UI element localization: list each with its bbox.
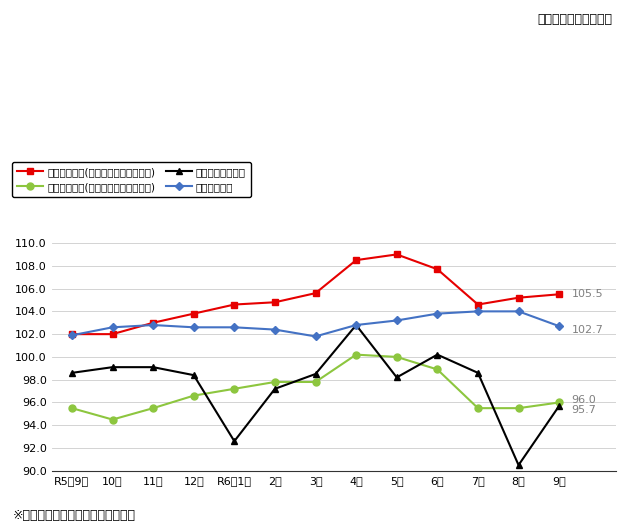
総実労働時間指数 [352, 322, 360, 328]
Text: 95.7: 95.7 [571, 405, 596, 415]
総実労働時間指数 [515, 462, 522, 469]
総実労働時間指数 [271, 386, 279, 392]
実質賣金指数(きまって支給する給与) [555, 399, 563, 406]
実質賣金指数(きまって支給する給与) [312, 379, 319, 385]
名目賣金指数(きまって支給する給与) [474, 301, 481, 308]
Text: ※事業所規模５人以上：調査産業計: ※事業所規模５人以上：調査産業計 [13, 509, 136, 522]
常用雇用指数 [393, 317, 401, 324]
総実労働時間指数 [150, 364, 157, 370]
常用雇用指数 [312, 333, 319, 339]
名目賣金指数(きまって支給する給与) [150, 319, 157, 326]
総実労働時間指数 [190, 372, 198, 378]
名目賣金指数(きまって支給する給与) [271, 299, 279, 306]
実質賣金指数(きまって支給する給与) [393, 354, 401, 360]
実質賣金指数(きまって支給する給与) [109, 416, 116, 423]
Line: 名目賣金指数(きまって支給する給与): 名目賣金指数(きまって支給する給与) [68, 251, 563, 338]
名目賣金指数(きまって支給する給与) [515, 295, 522, 301]
実質賣金指数(きまって支給する給与) [190, 393, 198, 399]
Legend: 名目賣金指数(きまって支給する給与), 実質賣金指数(きまって支給する給与), 総実労働時間指数, 常用雇用指数: 名目賣金指数(きまって支給する給与), 実質賣金指数(きまって支給する給与), … [11, 162, 251, 197]
常用雇用指数 [68, 332, 76, 338]
常用雇用指数 [515, 308, 522, 315]
Text: 105.5: 105.5 [571, 289, 603, 299]
常用雇用指数 [271, 326, 279, 333]
実質賣金指数(きまって支給する給与) [433, 366, 441, 373]
総実労働時間指数 [68, 370, 76, 376]
名目賣金指数(きまって支給する給与) [230, 301, 238, 308]
名目賣金指数(きまって支給する給与) [68, 331, 76, 337]
名目賣金指数(きまって支給する給与) [433, 266, 441, 272]
常用雇用指数 [555, 323, 563, 329]
名目賣金指数(きまって支給する給与) [352, 257, 360, 264]
総実労働時間指数 [474, 370, 481, 376]
常用雇用指数 [433, 310, 441, 317]
Line: 実質賣金指数(きまって支給する給与): 実質賣金指数(きまって支給する給与) [68, 351, 563, 423]
Text: （令和２年＝１００）: （令和２年＝１００） [537, 13, 612, 26]
総実労働時間指数 [393, 374, 401, 380]
総実労働時間指数 [555, 403, 563, 409]
Text: 96.0: 96.0 [571, 395, 596, 405]
総実労働時間指数 [312, 371, 319, 377]
実質賣金指数(きまって支給する給与) [230, 386, 238, 392]
実質賣金指数(きまって支給する給与) [352, 352, 360, 358]
名目賣金指数(きまって支給する給与) [190, 310, 198, 317]
Text: 102.7: 102.7 [571, 325, 603, 335]
Line: 常用雇用指数: 常用雇用指数 [69, 309, 562, 339]
総実労働時間指数 [109, 364, 116, 370]
総実労働時間指数 [230, 438, 238, 444]
常用雇用指数 [230, 324, 238, 330]
Line: 総実労働時間指数: 総実労働時間指数 [68, 321, 563, 469]
実質賣金指数(きまって支給する給与) [515, 405, 522, 411]
常用雇用指数 [109, 324, 116, 330]
常用雇用指数 [190, 324, 198, 330]
常用雇用指数 [352, 322, 360, 328]
名目賣金指数(きまって支給する給与) [109, 331, 116, 337]
名目賣金指数(きまって支給する給与) [393, 251, 401, 258]
実質賣金指数(きまって支給する給与) [474, 405, 481, 411]
実質賣金指数(きまって支給する給与) [68, 405, 76, 411]
実質賣金指数(きまって支給する給与) [150, 405, 157, 411]
実質賣金指数(きまって支給する給与) [271, 379, 279, 385]
総実労働時間指数 [433, 352, 441, 358]
名目賣金指数(きまって支給する給与) [555, 291, 563, 297]
常用雇用指数 [150, 322, 157, 328]
名目賣金指数(きまって支給する給与) [312, 290, 319, 296]
常用雇用指数 [474, 308, 481, 315]
